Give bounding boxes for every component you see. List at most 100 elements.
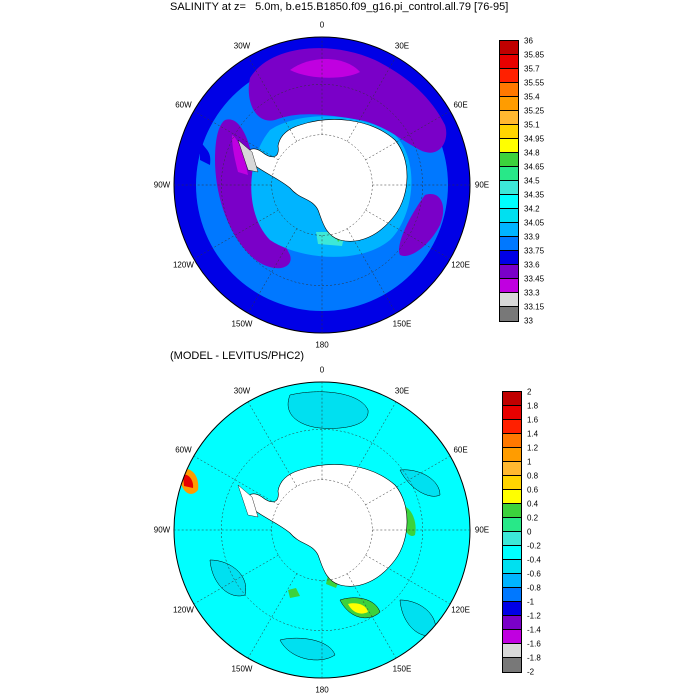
colorbar-tick-label: 33.6 [524,260,540,270]
meridian-line [365,110,451,161]
latitude-circle [221,429,423,631]
meridian-line [346,56,397,142]
colorbar-tick-label: -0.8 [527,583,541,593]
colorbar-tick-label: 33.75 [524,246,545,256]
longitude-label: 120E [451,260,470,270]
colorbar-tick-label: 1.6 [527,415,539,425]
colorbar-tick-label: 1.4 [527,429,539,439]
colorbar-swatch [500,223,518,237]
longitude-label: 30E [394,386,410,396]
colorbar-swatch [503,392,521,406]
colorbar-swatch [500,209,518,223]
colorbar-swatch [500,139,518,153]
longitude-label: 120W [172,260,194,270]
colorbar-swatch [500,307,518,321]
difference-map [173,381,471,679]
colorbar-tick-label: 33.15 [524,302,545,312]
colorbar-swatch [503,658,521,672]
colorbar-swatch [503,448,521,462]
colorbar-swatch [503,560,521,574]
colorbar-tick-label: 0.2 [527,513,539,523]
colorbar-swatch [500,279,518,293]
colorbar-tick-label: -0.6 [527,569,541,579]
colorbar-swatch [503,644,521,658]
colorbar-tick-label: 1.2 [527,443,539,453]
colorbar-swatch [503,602,521,616]
longitude-label: 150E [392,664,412,674]
colorbar-swatch [500,265,518,279]
longitude-label: 120W [172,605,194,615]
meridian-line [247,573,298,659]
meridian-line [365,554,451,605]
colorbar-tick-label: 36 [524,36,533,46]
difference-colorbar [502,391,522,673]
longitude-label: 150W [231,664,253,674]
longitude-label: 180 [315,685,329,695]
panel1-title: SALINITY at z= 5.0m, b.e15.B1850.f09_g16… [170,1,509,13]
colorbar-tick-label: 34.05 [524,218,545,228]
colorbar-swatch [500,55,518,69]
colorbar-swatch [503,630,521,644]
longitude-label: 60W [175,445,192,455]
colorbar-tick-label: 35.4 [524,92,540,102]
longitude-label: 120E [451,605,470,615]
colorbar-tick-label: -1.6 [527,639,541,649]
colorbar-tick-label: 33.45 [524,274,545,284]
colorbar-swatch [503,546,521,560]
longitude-label: 30E [394,41,410,51]
colorbar-tick-label: -1.4 [527,625,541,635]
longitude-label: 90W [153,525,171,535]
colorbar-tick-label: 35.25 [524,106,545,116]
colorbar-swatch [500,41,518,55]
colorbar-tick-label: 0 [527,527,532,537]
colorbar-swatch [500,111,518,125]
longitude-label: 90E [474,525,490,535]
colorbar-tick-label: 34.95 [524,134,545,144]
colorbar-swatch [503,434,521,448]
colorbar-tick-label: 35.7 [524,64,540,74]
colorbar-tick-label: 35.1 [524,120,540,130]
meridian-line [193,554,279,605]
colorbar-tick-label: -1.8 [527,653,541,663]
colorbar-tick-label: 1.8 [527,401,539,411]
latitude-circle [221,84,423,286]
meridian-line [193,455,279,506]
meridian-line [346,401,397,487]
longitude-label: 150W [231,319,253,329]
colorbar-tick-label: 35.85 [524,50,545,60]
meridian-line [365,209,451,260]
colorbar-tick-label: -2 [527,667,535,677]
colorbar-swatch [503,574,521,588]
meridian-line [247,228,298,314]
colorbar-swatch [500,237,518,251]
longitude-label: 60W [175,100,192,110]
colorbar-tick-label: 0.8 [527,471,539,481]
longitude-label: 30W [233,386,251,396]
panel2-title: (MODEL - LEVITUS/PHC2) [170,350,305,362]
colorbar-swatch [503,490,521,504]
colorbar-tick-label: -0.2 [527,541,541,551]
colorbar-tick-label: 34.2 [524,204,540,214]
longitude-label: 180 [315,340,329,350]
colorbar-swatch [500,251,518,265]
colorbar-swatch [500,195,518,209]
colorbar-swatch [503,406,521,420]
colorbar-tick-label: 33 [524,316,533,326]
longitude-label: 0 [319,20,325,30]
colorbar-swatch [500,153,518,167]
colorbar-tick-label: 1 [527,457,532,467]
meridian-line [247,56,298,142]
colorbar-swatch [500,167,518,181]
colorbar-swatch [500,125,518,139]
colorbar-swatch [500,83,518,97]
meridian-line [193,110,279,161]
longitude-label: 30W [233,41,251,51]
colorbar-tick-label: 2 [527,387,532,397]
colorbar-tick-label: 34.8 [524,148,540,158]
longitude-label: 0 [319,365,325,375]
colorbar-swatch [500,293,518,307]
colorbar-tick-label: 34.35 [524,190,545,200]
salinity-colorbar [499,40,519,322]
meridian-line [193,209,279,260]
